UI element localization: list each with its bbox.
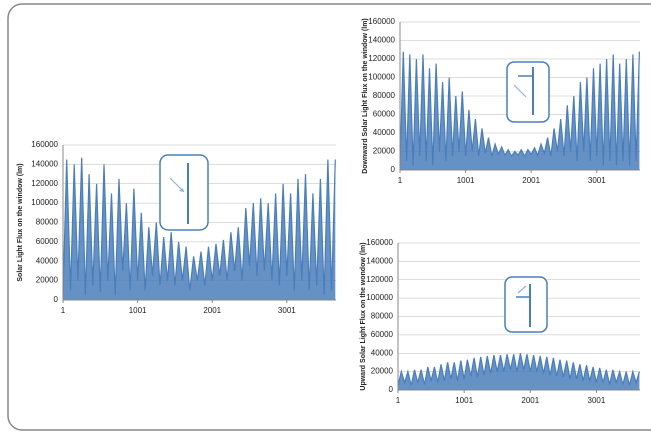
y-tick-label: 140000	[366, 256, 393, 265]
chart: 0 20000 40000 60000 80000 100000 120000 140000 1…	[17, 140, 336, 315]
y-tick-label: 60000	[373, 110, 396, 119]
series-line	[397, 353, 640, 386]
y-tick-label: 80000	[371, 312, 394, 321]
chart: 0 20000 40000 60000 80000 100000 120000 140000 1…	[360, 238, 640, 405]
charts: 0200004000060000800001000001200001400001…	[17, 17, 640, 405]
series-line	[62, 157, 336, 296]
x-tick-label: 1	[61, 306, 66, 315]
y-tick-label: 60000	[36, 237, 59, 246]
y-tick-label: 160000	[366, 238, 393, 247]
x-tick-label: 1001	[129, 306, 147, 315]
y-tick-label: 120000	[366, 275, 393, 284]
x-tick-label: 1	[398, 176, 403, 185]
y-tick-label: 60000	[371, 330, 394, 339]
y-tick-label: 120000	[368, 54, 395, 63]
x-tick-label: 3001	[588, 176, 606, 185]
y-axis-label: Solar Light Flux on the window (lm)	[17, 163, 24, 281]
y-tick-label: 160000	[31, 140, 58, 149]
icon-downward	[506, 61, 550, 123]
y-tick-label: 40000	[373, 128, 396, 137]
x-tick-label: 2001	[203, 306, 221, 315]
y-tick-label: 40000	[371, 348, 394, 357]
x-tick-label: 1	[396, 396, 401, 405]
y-tick-label: 0	[54, 295, 59, 304]
icon-upward	[504, 276, 548, 333]
inset-icons	[159, 61, 550, 333]
y-tick-label: 140000	[368, 36, 395, 45]
y-tick-label: 100000	[31, 198, 58, 207]
y-axis-label: Upward Solar Light Flux on the wondow (l…	[360, 242, 367, 390]
y-tick-label: 20000	[371, 367, 394, 376]
x-tick-label: 2001	[522, 176, 540, 185]
y-tick-label: 80000	[36, 218, 59, 227]
x-tick-label: 1001	[457, 176, 475, 185]
series-line	[399, 51, 640, 166]
y-tick-label: 100000	[366, 293, 393, 302]
x-tick-label: 1001	[455, 396, 473, 405]
y-tick-label: 20000	[373, 147, 396, 156]
area-fill	[398, 353, 640, 390]
y-axis-label: Downward Solar Light Flux on the window …	[362, 18, 369, 174]
y-tick-label: 80000	[373, 91, 396, 100]
frame	[7, 3, 651, 431]
y-tick-label: 0	[391, 165, 396, 174]
chart: 0 20000 40000 60000 80000 100000 120000 140000 1…	[362, 17, 640, 185]
y-tick-label: 40000	[36, 256, 59, 265]
x-tick-label: 3001	[278, 306, 296, 315]
x-tick-label: 2001	[521, 396, 539, 405]
x-tick-label: 3001	[588, 396, 606, 405]
y-tick-label: 140000	[31, 159, 58, 168]
y-tick-label: 0	[389, 385, 394, 394]
y-tick-label: 20000	[36, 276, 59, 285]
y-tick-label: 100000	[368, 73, 395, 82]
y-tick-label: 160000	[368, 17, 395, 26]
y-tick-label: 120000	[31, 179, 58, 188]
icon-window	[159, 154, 209, 231]
